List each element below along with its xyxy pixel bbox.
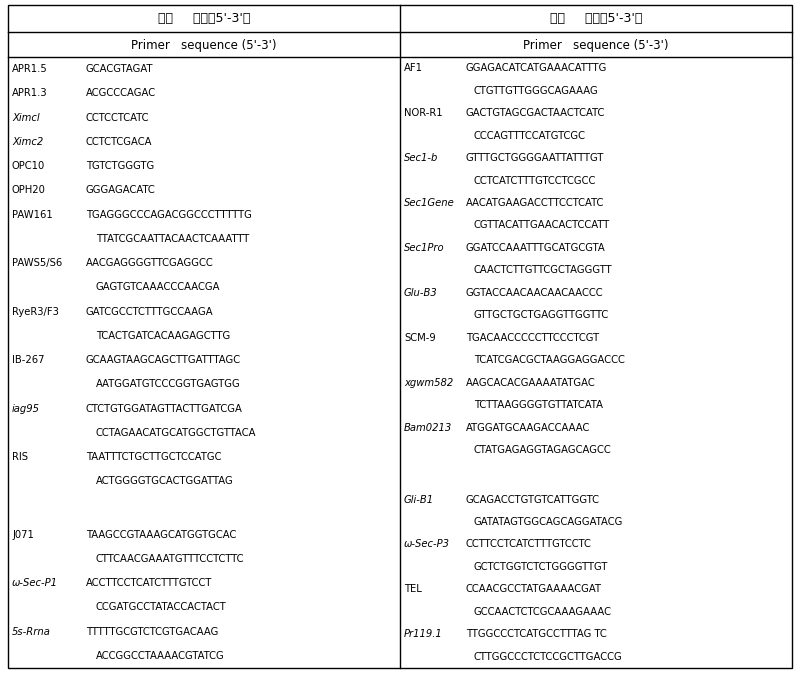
- Text: Bam0213: Bam0213: [404, 423, 452, 433]
- Text: TGAGGGCCCAGACGGCCCTTTTTG: TGAGGGCCCAGACGGCCCTTTTTG: [86, 209, 252, 219]
- Text: TCATCGACGCTAAGGAGGACCC: TCATCGACGCTAAGGAGGACCC: [474, 355, 625, 365]
- Text: TAATTTCTGCTTGCTCCATGC: TAATTTCTGCTTGCTCCATGC: [86, 452, 222, 462]
- Text: CTATGAGAGGTAGAGCAGCC: CTATGAGAGGTAGAGCAGCC: [474, 445, 612, 455]
- Text: CTGTTGTTGGGCAGAAAG: CTGTTGTTGGGCAGAAAG: [474, 85, 598, 96]
- Text: GCCAACTCTCGCAAAGAAAC: GCCAACTCTCGCAAAGAAAC: [474, 607, 612, 617]
- Text: Pr119.1: Pr119.1: [404, 629, 442, 639]
- Text: ω-Sec-P3: ω-Sec-P3: [404, 540, 450, 549]
- Text: ACGCCCAGAC: ACGCCCAGAC: [86, 88, 156, 98]
- Text: CTCTGTGGATAGTTACTTGATCGA: CTCTGTGGATAGTTACTTGATCGA: [86, 404, 243, 414]
- Text: xgwm582: xgwm582: [404, 378, 454, 388]
- Text: Primer   sequence (5'-3'): Primer sequence (5'-3'): [523, 38, 669, 52]
- Text: TTTTTGCGTCTCGTGACAAG: TTTTTGCGTCTCGTGACAAG: [86, 627, 218, 637]
- Text: Glu-B3: Glu-B3: [404, 288, 438, 298]
- Text: GCTCTGGTCTCTGGGGTTGT: GCTCTGGTCTCTGGGGTTGT: [474, 562, 608, 572]
- Text: AF1: AF1: [404, 63, 423, 73]
- Text: TTATCGCAATTACAACTCAAATTT: TTATCGCAATTACAACTCAAATTT: [96, 234, 250, 244]
- Text: 5s-Rrna: 5s-Rrna: [12, 627, 51, 637]
- Text: GCAAGTAAGCAGCTTGATTTAGC: GCAAGTAAGCAGCTTGATTTAGC: [86, 355, 241, 365]
- Text: NOR-R1: NOR-R1: [404, 108, 442, 118]
- Text: Ximcl: Ximcl: [12, 112, 40, 122]
- Text: APR1.5: APR1.5: [12, 64, 48, 74]
- Text: SCM-9: SCM-9: [404, 332, 436, 343]
- Text: CAACTCTTGTTCGCTAGGGTT: CAACTCTTGTTCGCTAGGGTT: [474, 265, 613, 275]
- Text: Sec1Gene: Sec1Gene: [404, 198, 454, 208]
- Text: TGTCTGGGTG: TGTCTGGGTG: [86, 161, 154, 171]
- Text: AACGAGGGGTTCGAGGCC: AACGAGGGGTTCGAGGCC: [86, 258, 214, 268]
- Text: AATGGATGTCCCGGTGAGTGG: AATGGATGTCCCGGTGAGTGG: [96, 380, 241, 389]
- Text: ACCGGCCTAAAACGTATCG: ACCGGCCTAAAACGTATCG: [96, 651, 225, 661]
- Text: OPH20: OPH20: [12, 185, 46, 195]
- Text: GGATCCAAATTTGCATGCGTA: GGATCCAAATTTGCATGCGTA: [466, 243, 606, 253]
- Text: TCTTAAGGGGTGTTATCATA: TCTTAAGGGGTGTTATCATA: [474, 400, 603, 410]
- Text: J071: J071: [12, 530, 34, 540]
- Text: ATGGATGCAAGACCAAAC: ATGGATGCAAGACCAAAC: [466, 423, 590, 433]
- Text: GCAGACCTGTGTCATTGGTC: GCAGACCTGTGTCATTGGTC: [466, 495, 600, 505]
- Text: TEL: TEL: [404, 584, 422, 594]
- Text: CCTCCTCATC: CCTCCTCATC: [86, 112, 150, 122]
- Text: TCACTGATCACAAGAGCTTG: TCACTGATCACAAGAGCTTG: [96, 331, 230, 341]
- Text: ACCTTCCTCATCTTTGTCCT: ACCTTCCTCATCTTTGTCCT: [86, 578, 212, 588]
- Text: CCAACGCCTATGAAAACGAT: CCAACGCCTATGAAAACGAT: [466, 584, 602, 594]
- Text: GATCGCCTCTTTGCCAAGA: GATCGCCTCTTTGCCAAGA: [86, 307, 214, 316]
- Text: RIS: RIS: [12, 452, 28, 462]
- Text: 引物     序列（5'-3'）: 引物 序列（5'-3'）: [158, 11, 250, 24]
- Text: GAGTGTCAAACCCAACGA: GAGTGTCAAACCCAACGA: [96, 283, 221, 292]
- Text: CCTAGAACATGCATGGCTGTTACA: CCTAGAACATGCATGGCTGTTACA: [96, 428, 257, 438]
- Text: TTGGCCCTCATGCCTTTAG TC: TTGGCCCTCATGCCTTTAG TC: [466, 629, 606, 639]
- Text: TAAGCCGTAAAGCATGGTGCAC: TAAGCCGTAAAGCATGGTGCAC: [86, 530, 236, 540]
- Text: AAGCACACGAAAATATGAC: AAGCACACGAAAATATGAC: [466, 378, 596, 388]
- Text: APR1.3: APR1.3: [12, 88, 48, 98]
- Text: CTTGGCCCTCTCCGCTTGACCG: CTTGGCCCTCTCCGCTTGACCG: [474, 651, 622, 662]
- Text: CGTTACATTGAACACTCCATT: CGTTACATTGAACACTCCATT: [474, 221, 610, 230]
- Text: Ximc2: Ximc2: [12, 137, 43, 147]
- Text: CCTCATCTTTGTCCTCGCC: CCTCATCTTTGTCCTCGCC: [474, 176, 596, 186]
- Text: GATATAGTGGCAGCAGGATACG: GATATAGTGGCAGCAGGATACG: [474, 517, 623, 527]
- Text: ACTGGGGTGCACTGGATTAG: ACTGGGGTGCACTGGATTAG: [96, 476, 234, 487]
- Text: Sec1Pro: Sec1Pro: [404, 243, 445, 253]
- Text: CCTTCCTCATCTTTGTCCTC: CCTTCCTCATCTTTGTCCTC: [466, 540, 592, 549]
- Text: AACATGAAGACCTTCCTCATC: AACATGAAGACCTTCCTCATC: [466, 198, 604, 208]
- Text: CCCAGTTTCCATGTCGC: CCCAGTTTCCATGTCGC: [474, 131, 586, 141]
- Text: TGACAACCCCCTTCCCTCGT: TGACAACCCCCTTCCCTCGT: [466, 332, 599, 343]
- Text: GGAGACATCATGAAACATTTG: GGAGACATCATGAAACATTTG: [466, 63, 607, 73]
- Text: IB-267: IB-267: [12, 355, 45, 365]
- Text: GTTTGCTGGGGAATTATTTGT: GTTTGCTGGGGAATTATTTGT: [466, 153, 604, 163]
- Text: PAW161: PAW161: [12, 209, 53, 219]
- Text: GGTACCAACAACAACAACCC: GGTACCAACAACAACAACCC: [466, 288, 604, 298]
- Text: iag95: iag95: [12, 404, 40, 414]
- Text: GACTGTAGCGACTAACTCATC: GACTGTAGCGACTAACTCATC: [466, 108, 606, 118]
- Text: Gli-B1: Gli-B1: [404, 495, 434, 505]
- Text: GGGAGACATC: GGGAGACATC: [86, 185, 156, 195]
- Text: GTTGCTGCTGAGGTTGGTTC: GTTGCTGCTGAGGTTGGTTC: [474, 310, 610, 320]
- Text: Primer   sequence (5'-3'): Primer sequence (5'-3'): [131, 38, 277, 52]
- Text: 引物     序列（5'-3'）: 引物 序列（5'-3'）: [550, 11, 642, 24]
- Text: ω-Sec-P1: ω-Sec-P1: [12, 578, 58, 588]
- Text: OPC10: OPC10: [12, 161, 46, 171]
- Text: CCGATGCCTATACCACTACT: CCGATGCCTATACCACTACT: [96, 602, 226, 612]
- Text: PAWS5/S6: PAWS5/S6: [12, 258, 62, 268]
- Text: GCACGTAGAT: GCACGTAGAT: [86, 64, 154, 74]
- Text: Sec1-b: Sec1-b: [404, 153, 438, 163]
- Text: CCTCTCGACA: CCTCTCGACA: [86, 137, 153, 147]
- Text: RyeR3/F3: RyeR3/F3: [12, 307, 59, 316]
- Text: CTTCAACGAAATGTTTCCTCTTC: CTTCAACGAAATGTTTCCTCTTC: [96, 554, 245, 564]
